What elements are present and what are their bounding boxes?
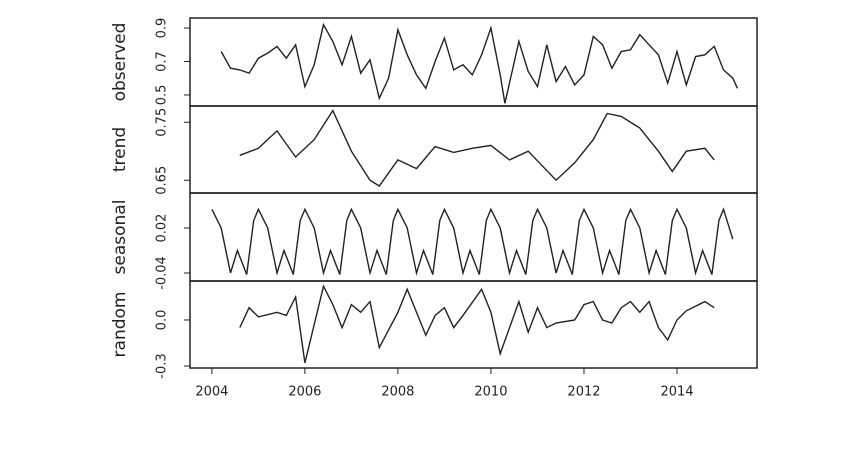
y-tick-label: 0.02	[155, 214, 170, 243]
y-tick-label: -0.04	[155, 256, 170, 290]
panel-frame	[189, 280, 758, 369]
y-axis-label: observed	[110, 23, 130, 102]
y-tick-label: 0.75	[155, 108, 170, 137]
y-axis-label: random	[110, 292, 130, 358]
y-tick-label: 0.9	[155, 18, 170, 39]
series-line	[239, 284, 715, 364]
panel-frame	[189, 105, 758, 194]
y-tick-label: -0.3	[155, 353, 170, 378]
series-line	[239, 109, 715, 187]
x-tick-label: 2010	[474, 385, 507, 400]
x-tick-label: 2004	[195, 385, 228, 400]
x-tick-label: 2014	[660, 385, 693, 400]
x-tick-label: 2012	[567, 385, 600, 400]
panel-frame	[189, 192, 758, 282]
y-tick-label: 0.0	[155, 310, 170, 331]
y-tick-label: 0.5	[155, 85, 170, 106]
y-tick-label: 0.7	[155, 51, 170, 72]
x-tick-label: 2006	[288, 385, 321, 400]
y-tick-label: 0.65	[155, 166, 170, 195]
y-axis-label: trend	[110, 127, 130, 172]
panel-frame	[189, 17, 758, 107]
series-line	[211, 207, 734, 276]
y-axis-label: seasonal	[110, 200, 130, 275]
x-tick-label: 2008	[381, 385, 414, 400]
series-line	[220, 22, 739, 104]
